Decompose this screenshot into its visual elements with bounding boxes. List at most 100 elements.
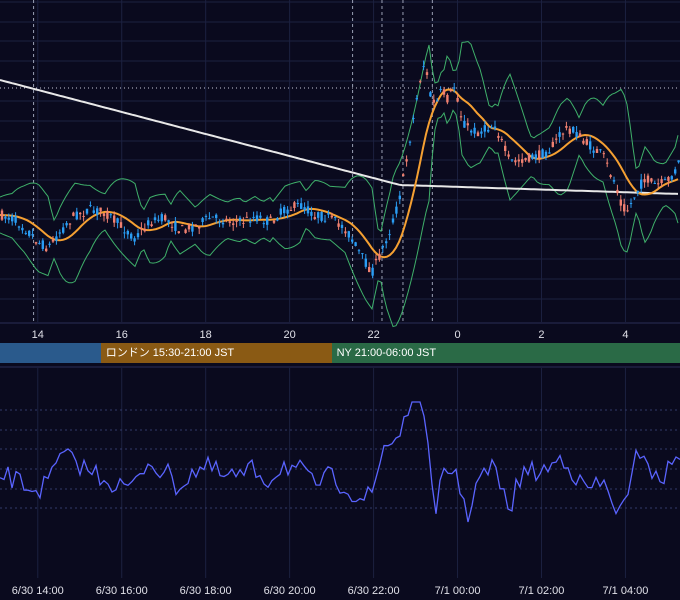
candle <box>17 225 21 231</box>
oscillator-x-tick-label: 6/30 22:00 <box>348 585 400 597</box>
candle-body <box>415 98 418 100</box>
candle <box>24 230 27 235</box>
candle-body <box>432 99 435 103</box>
candle-body <box>113 215 116 223</box>
candle-body <box>677 160 680 163</box>
candle <box>194 224 197 227</box>
candle-body <box>62 227 65 233</box>
candle-body <box>585 139 588 145</box>
candle-body <box>385 241 388 244</box>
candle-body <box>616 189 619 194</box>
candle-body <box>493 126 497 129</box>
candle-body <box>153 217 157 221</box>
candle <box>388 229 391 241</box>
candle-body <box>160 214 163 222</box>
candle-body <box>99 207 102 212</box>
candle-body <box>544 151 548 157</box>
candle <box>11 213 14 226</box>
candle <box>565 121 568 131</box>
candle <box>113 211 116 227</box>
candle-body <box>327 212 330 215</box>
candle <box>245 212 248 218</box>
candle <box>480 127 483 138</box>
candle <box>568 125 571 138</box>
candle-body <box>507 154 510 157</box>
candle <box>497 132 500 142</box>
candle <box>463 114 466 128</box>
candle <box>415 95 418 101</box>
candle <box>235 215 238 228</box>
candle <box>585 136 588 146</box>
candle-body <box>177 231 180 234</box>
candle-body <box>150 224 153 227</box>
candle <box>487 126 490 133</box>
candle-body <box>337 223 340 227</box>
candle-body <box>646 175 650 183</box>
candle-body <box>609 175 612 177</box>
candle-body <box>561 133 565 135</box>
candle <box>459 110 463 121</box>
candle-body <box>225 218 228 220</box>
candle-body <box>500 138 503 140</box>
candle <box>599 148 602 153</box>
candle-body <box>306 206 310 214</box>
candle-body <box>41 240 44 249</box>
candle <box>157 215 160 223</box>
candle <box>357 249 361 255</box>
candle <box>592 146 595 158</box>
candle <box>419 79 422 84</box>
oscillator-x-tick-label: 6/30 18:00 <box>180 585 232 597</box>
candle <box>7 213 10 224</box>
candle-body <box>497 135 500 138</box>
candle <box>45 245 48 253</box>
candle-body <box>422 66 425 68</box>
candle-body <box>300 203 303 209</box>
candle-body <box>629 202 633 204</box>
candle-body <box>313 217 316 219</box>
candle <box>507 150 510 160</box>
candle-body <box>565 125 568 128</box>
candle <box>75 207 78 221</box>
candle-body <box>147 220 150 226</box>
candle-body <box>395 206 398 214</box>
candle-body <box>442 89 446 95</box>
candle-body <box>388 234 391 236</box>
candle <box>473 122 476 138</box>
candle-body <box>106 210 109 219</box>
candle <box>174 217 177 235</box>
candle-body <box>575 131 578 137</box>
session-bar-london: ロンドン 15:30-21:00 JST <box>100 343 332 363</box>
candle <box>646 173 650 187</box>
candle-body <box>17 226 21 228</box>
oscillator-x-tick-label: 7/1 02:00 <box>519 585 565 597</box>
candle <box>436 98 439 102</box>
candle-body <box>663 179 667 181</box>
candle <box>133 236 136 246</box>
candle <box>422 60 425 71</box>
candle-body <box>419 81 422 83</box>
candle <box>643 173 646 188</box>
candle-body <box>228 221 231 223</box>
candle <box>667 175 670 187</box>
candle-body <box>201 218 204 223</box>
candle-body <box>218 221 221 223</box>
candle <box>629 198 633 208</box>
candle <box>677 160 680 164</box>
candle-body <box>674 169 677 174</box>
candle <box>310 206 313 221</box>
candle <box>405 155 408 167</box>
candle <box>276 217 279 222</box>
candle-body <box>643 179 646 183</box>
candle-body <box>626 210 629 212</box>
candle-body <box>255 215 259 222</box>
candle <box>442 86 446 98</box>
candle-body <box>211 216 214 218</box>
candle <box>490 124 493 129</box>
candle <box>650 177 653 184</box>
candle-body <box>602 153 605 155</box>
candle-body <box>259 215 262 218</box>
candle <box>249 217 252 228</box>
candle-body <box>262 223 265 225</box>
candle-body <box>378 253 381 260</box>
